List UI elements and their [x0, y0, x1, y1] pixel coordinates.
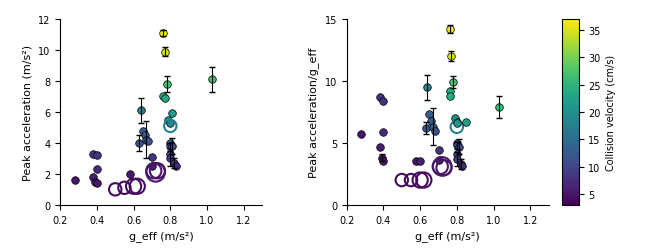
- Point: [147, 164, 157, 168]
- Point: [452, 157, 462, 161]
- Point: [88, 175, 98, 179]
- Point: [161, 83, 172, 87]
- Point: [110, 188, 120, 192]
- X-axis label: g_eff (m/s²): g_eff (m/s²): [415, 230, 480, 241]
- Point: [158, 32, 169, 36]
- Point: [424, 113, 435, 117]
- Point: [92, 168, 102, 172]
- Point: [494, 106, 504, 110]
- Point: [141, 138, 152, 142]
- Point: [455, 162, 466, 166]
- Point: [427, 125, 438, 129]
- Point: [136, 109, 147, 113]
- Point: [444, 94, 455, 98]
- Point: [425, 119, 436, 123]
- Point: [158, 95, 169, 99]
- Point: [444, 28, 455, 32]
- Point: [132, 184, 142, 188]
- Point: [378, 130, 389, 134]
- Point: [137, 129, 148, 133]
- Point: [151, 170, 161, 174]
- Point: [171, 164, 181, 168]
- Point: [452, 152, 462, 156]
- Point: [143, 140, 154, 144]
- Point: [119, 186, 130, 190]
- Y-axis label: Collision velocity (cm/s): Collision velocity (cm/s): [607, 55, 616, 170]
- Point: [147, 155, 157, 159]
- Point: [163, 118, 174, 122]
- Point: [446, 55, 457, 59]
- Point: [207, 78, 218, 82]
- Point: [165, 141, 176, 145]
- Point: [454, 145, 464, 149]
- Point: [422, 86, 433, 90]
- Point: [159, 50, 170, 54]
- Point: [420, 126, 431, 130]
- Point: [405, 178, 416, 182]
- X-axis label: g_eff (m/s²): g_eff (m/s²): [128, 230, 193, 241]
- Y-axis label: Peak acceleration/g_eff: Peak acceleration/g_eff: [308, 48, 319, 178]
- Point: [435, 165, 446, 169]
- Point: [165, 152, 176, 156]
- Point: [356, 133, 367, 137]
- Point: [437, 165, 448, 169]
- Point: [429, 129, 440, 133]
- Point: [90, 180, 100, 184]
- Point: [411, 160, 422, 164]
- Point: [439, 166, 450, 170]
- Point: [139, 134, 150, 138]
- Point: [92, 182, 102, 186]
- Point: [415, 160, 425, 164]
- Point: [92, 154, 102, 158]
- Point: [433, 149, 444, 153]
- Point: [452, 125, 462, 129]
- Y-axis label: Peak acceleration (m/s²): Peak acceleration (m/s²): [23, 45, 33, 180]
- Point: [452, 120, 462, 124]
- Point: [167, 112, 177, 116]
- Point: [378, 100, 389, 103]
- Point: [415, 178, 425, 182]
- Point: [88, 152, 98, 156]
- Point: [457, 165, 468, 169]
- Point: [452, 141, 462, 145]
- Point: [397, 178, 407, 182]
- Point: [419, 178, 429, 182]
- Point: [167, 144, 177, 148]
- Point: [375, 96, 385, 100]
- Point: [433, 158, 444, 162]
- Point: [461, 120, 472, 124]
- Point: [159, 96, 170, 100]
- Point: [165, 144, 176, 148]
- Point: [124, 172, 135, 176]
- Point: [134, 141, 145, 145]
- Point: [444, 90, 455, 94]
- Point: [128, 184, 139, 188]
- Point: [452, 122, 462, 126]
- Point: [452, 144, 462, 148]
- Point: [149, 169, 159, 173]
- Point: [448, 81, 458, 85]
- Point: [450, 117, 460, 121]
- Point: [165, 124, 176, 128]
- Point: [375, 145, 385, 149]
- Point: [378, 160, 389, 164]
- Point: [152, 169, 163, 173]
- Point: [70, 178, 80, 182]
- Point: [165, 121, 176, 125]
- Point: [376, 156, 387, 160]
- Point: [169, 162, 179, 166]
- Point: [165, 157, 176, 161]
